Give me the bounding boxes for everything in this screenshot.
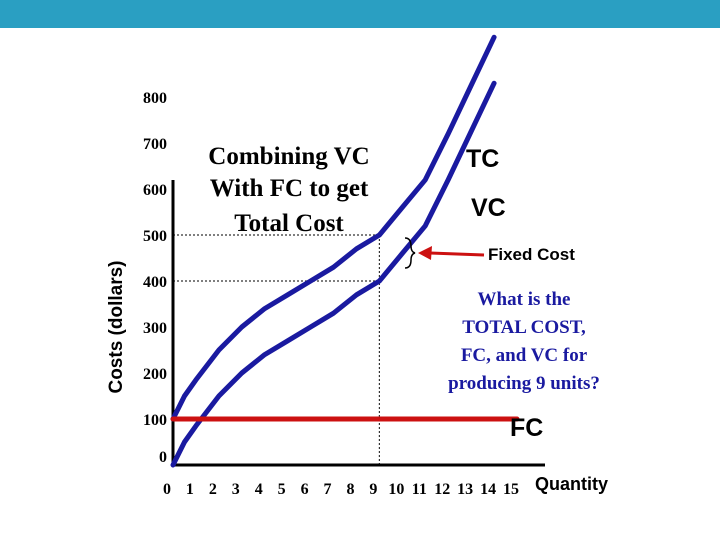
y-tick-label-800: 800 [143,90,167,107]
x-axis-label: Quantity [535,474,608,494]
x-tick-label-5: 5 [278,481,286,498]
y-tick-label-200: 200 [143,366,167,383]
series-label-tc: TC [466,145,499,173]
chart-title-line-1: Combining VC [208,143,369,170]
x-tick-label-14: 14 [480,481,496,498]
y-axis-label: Costs (dollars) [106,260,127,393]
y-tick-label-0: 0 [159,449,167,466]
question-line-2: TOTAL COST, [462,317,586,338]
x-tick-label-7: 7 [324,481,332,498]
question-line-1: What is the [478,289,571,310]
y-tick-label-300: 300 [143,320,167,337]
x-tick-label-2: 2 [209,481,217,498]
x-tick-label-9: 9 [369,481,377,498]
series-line-tc [170,34,497,422]
x-tick-label-1: 1 [186,481,194,498]
question-line-4: producing 9 units? [448,373,600,394]
y-tick-label-100: 100 [143,412,167,429]
chart-title-line-3: Total Cost [234,210,344,237]
x-tick-label-12: 12 [434,481,450,498]
x-tick-label-0: 0 [163,481,171,498]
question-line-3: FC, and VC for [461,345,588,366]
x-tick-label-4: 4 [255,481,263,498]
x-tick-label-8: 8 [346,481,354,498]
x-tick-label-3: 3 [232,481,240,498]
y-tick-label-600: 600 [143,182,167,199]
x-tick-label-13: 13 [457,481,473,498]
x-tick-label-15: 15 [503,481,519,498]
fixed-cost-brace [404,237,416,269]
series-line-vc [170,80,497,468]
y-tick-label-700: 700 [143,136,167,153]
fixed-cost-arrow-head [418,246,432,260]
chart-title-line-2: With FC to get [210,175,369,202]
x-tick-label-10: 10 [388,481,404,498]
y-tick-label-400: 400 [143,274,167,291]
series-label-fc: FC [510,414,543,442]
series-label-vc: VC [471,194,506,222]
header-bar [0,0,720,28]
x-tick-label-6: 6 [301,481,309,498]
x-tick-label-11: 11 [412,481,427,498]
y-tick-label-500: 500 [143,228,167,245]
fixed-cost-arrow-line [429,251,485,257]
fixed-cost-label: Fixed Cost [488,245,575,264]
